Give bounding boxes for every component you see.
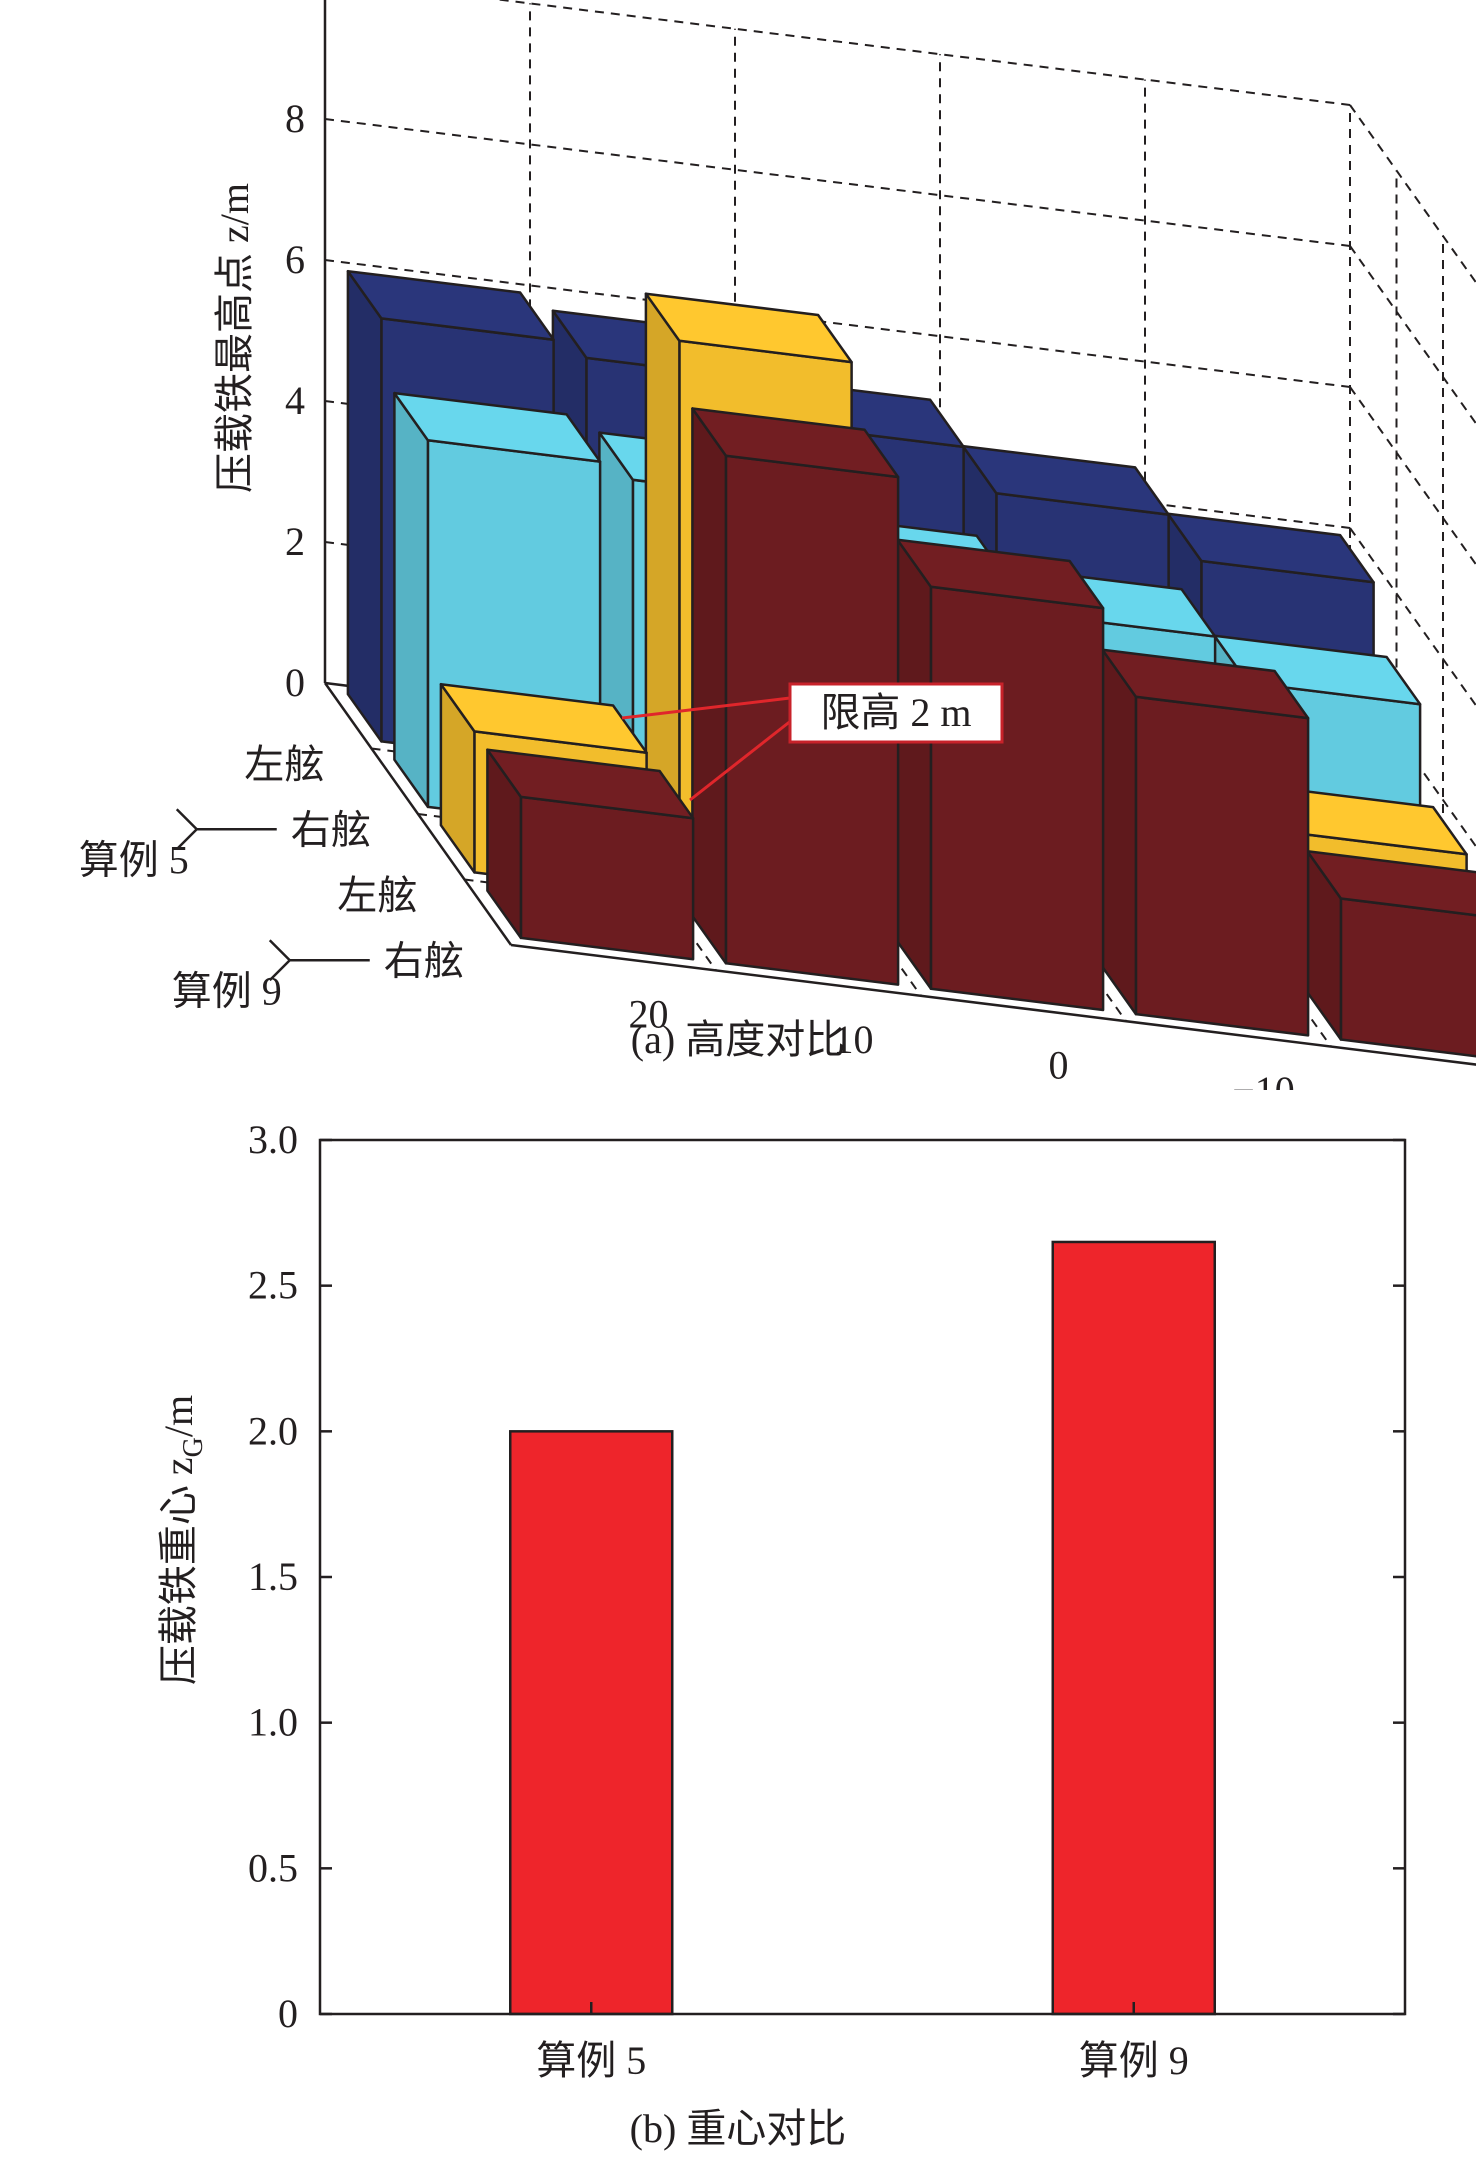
- z-tick-label: 0: [285, 660, 305, 705]
- chart-b-caption: (b) 重心对比: [630, 2106, 847, 2151]
- bar: [510, 1431, 672, 2014]
- x-tick-label: −10: [1232, 1068, 1295, 1090]
- x-category-label: 算例 5: [536, 2038, 646, 2083]
- chart-a-caption: (a) 高度对比: [631, 1017, 845, 1062]
- bar-3d: [487, 750, 693, 960]
- chart-b-cg-comparison: 0 0.5 1.0 1.5 2.0 2.5 3.0 算例 5 算例 9 压载铁重心 zG/m (…: [0, 1100, 1476, 2159]
- chart-b-plot: 0 0.5 1.0 1.5 2.0 2.5 3.0 算例 5 算例 9: [248, 1117, 1405, 2083]
- z-tick-label: 8: [285, 96, 305, 141]
- y-tick-label: 0.5: [248, 1845, 298, 1890]
- chart-a-bars: [348, 271, 1476, 1061]
- row-label: 左舷: [337, 873, 417, 918]
- bar-3d: [897, 540, 1103, 1010]
- group-label: 算例 5: [79, 837, 189, 882]
- y-tick-label: 0: [278, 1991, 298, 2036]
- plot-frame: [320, 1140, 1405, 2014]
- z-tick-label: 6: [285, 237, 305, 282]
- bar-3d: [1307, 851, 1476, 1061]
- chart-a-height-comparison: 024681020100−10−20x/m左舷右舷左舷右舷算例 5算例 9 限高…: [0, 0, 1476, 1090]
- group-label: 算例 9: [172, 968, 282, 1013]
- y-tick-label: 1.5: [248, 1554, 298, 1599]
- bar: [1053, 1242, 1215, 2014]
- z-tick-label: 2: [285, 519, 305, 564]
- z-tick-label: 4: [285, 378, 305, 423]
- row-label: 右舷: [291, 807, 371, 852]
- x-axis-label: x/m: [1090, 1080, 1161, 1090]
- chart-b-svg: 0 0.5 1.0 1.5 2.0 2.5 3.0 算例 5 算例 9 压载铁重心 zG/m (…: [0, 1100, 1476, 2159]
- row-label: 左舷: [244, 742, 324, 787]
- x-category-label: 算例 9: [1079, 2038, 1189, 2083]
- chart-a-svg: 024681020100−10−20x/m左舷右舷左舷右舷算例 5算例 9 限高…: [0, 0, 1476, 1090]
- y-axis-label: 压载铁重心 zG/m: [156, 1395, 209, 1685]
- z-axis-label: 压载铁最高点 z/m: [212, 183, 257, 493]
- y-tick-label: 1.0: [248, 1700, 298, 1745]
- y-tick-label: 3.0: [248, 1117, 298, 1162]
- x-tick-label: 0: [1049, 1043, 1069, 1088]
- annotation-text: 限高 2 m: [820, 690, 971, 735]
- bar-3d: [1102, 650, 1308, 1036]
- y-tick-label: 2.5: [248, 1263, 298, 1308]
- row-label: 右舷: [384, 938, 464, 983]
- y-tick-label: 2.0: [248, 1408, 298, 1453]
